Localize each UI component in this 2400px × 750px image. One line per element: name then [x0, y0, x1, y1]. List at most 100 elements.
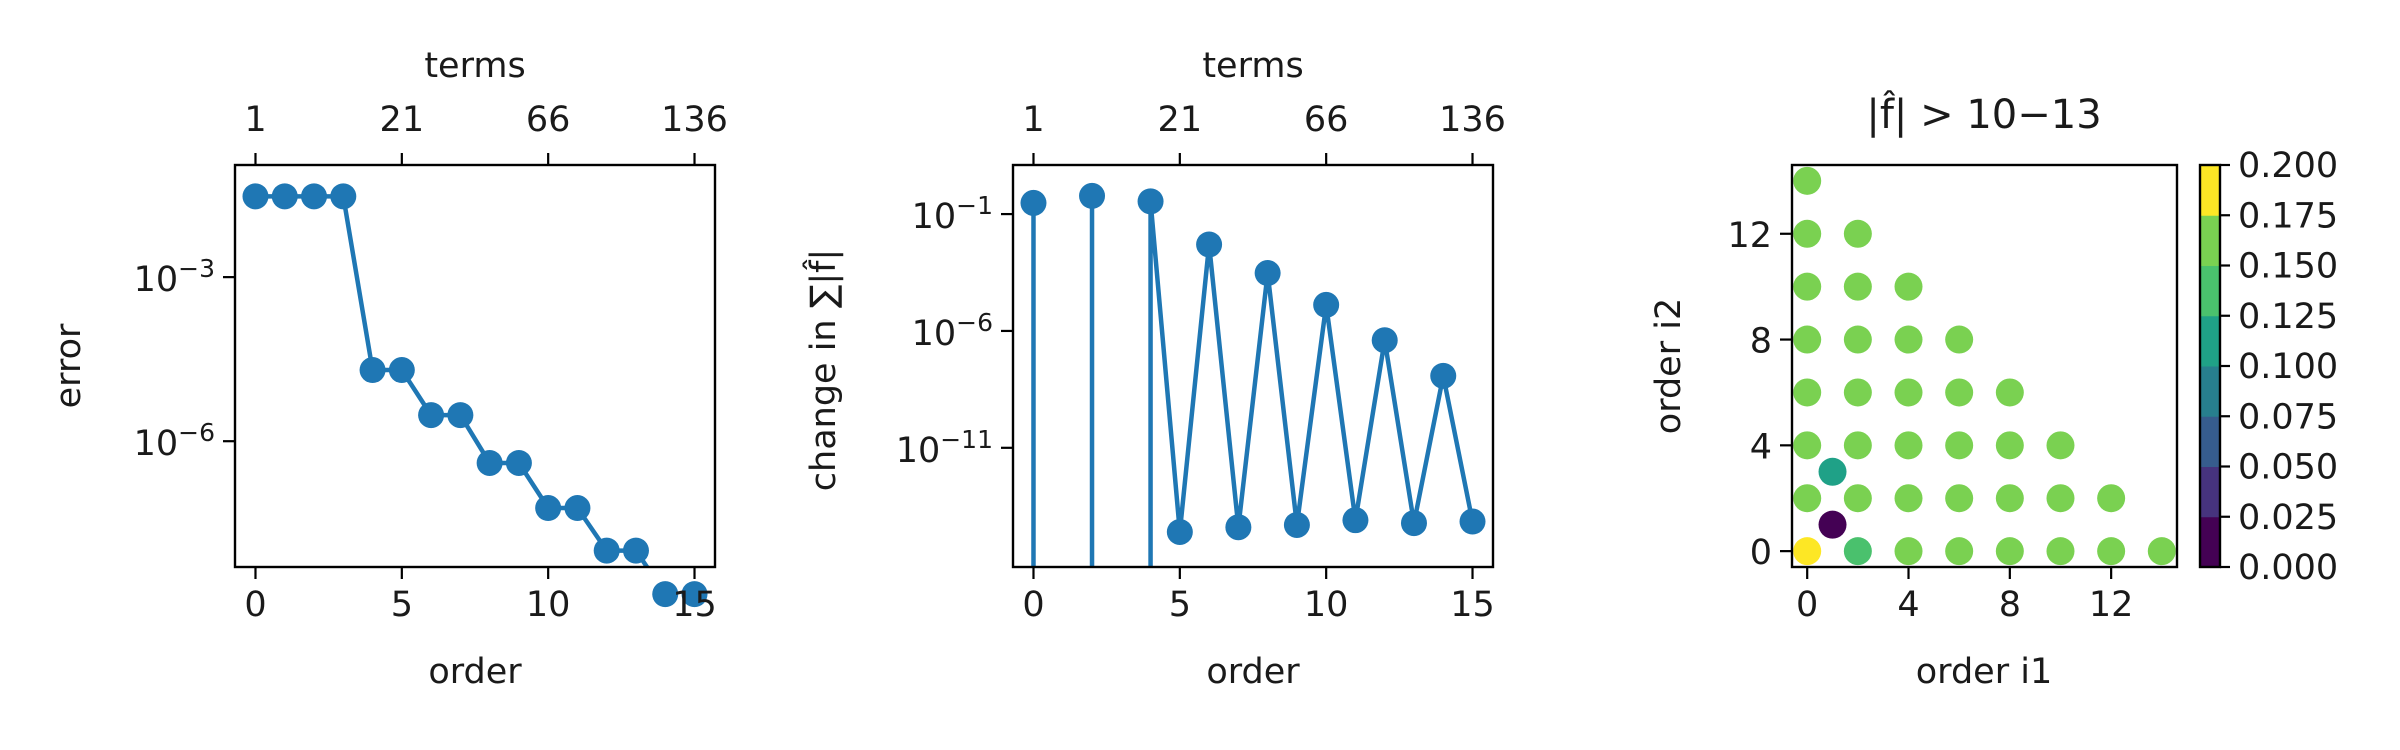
error-y-tick-label: 10−6 [134, 418, 215, 464]
coefficient-point [1945, 325, 1974, 354]
coefficient-point [1995, 431, 2024, 460]
change-point [1137, 188, 1164, 215]
coefficient-point [1894, 272, 1923, 301]
error-point [271, 183, 298, 210]
colorbar-band [2200, 315, 2220, 367]
coefficient-point [1843, 219, 1872, 248]
error-point [681, 581, 708, 608]
coefficient-y-tick-label: 8 [1750, 322, 1772, 362]
error-point [505, 449, 532, 476]
coefficient-point [1894, 325, 1923, 354]
coefficient-title: |f̂| > 10−13 [1866, 90, 2101, 138]
error-series-line [255, 194, 650, 567]
coefficient-point [1843, 325, 1872, 354]
colorbar-tick-label: 0.150 [2238, 247, 2338, 287]
error-point [242, 183, 269, 210]
change-x-tick-label: 15 [1450, 585, 1495, 625]
coefficient-xlabel: order i1 [1916, 652, 2052, 692]
change-y-tick-label: 10−6 [912, 308, 993, 354]
error-top-tick-label: 21 [380, 100, 425, 140]
coefficient-x-tick-label: 12 [2089, 585, 2134, 625]
change-point [1371, 327, 1398, 354]
change-point [1283, 511, 1310, 538]
coefficient-point [1995, 537, 2024, 566]
error-x-tick-label: 15 [672, 585, 717, 625]
error-point [622, 537, 649, 564]
change-point [1079, 182, 1106, 209]
coefficient-point [1894, 378, 1923, 407]
colorbar-tick-label: 0.075 [2238, 397, 2338, 437]
change-point [1166, 518, 1193, 545]
change-top-tick-label: 136 [1439, 100, 1506, 140]
error-ylabel: error [49, 323, 89, 408]
error-point [418, 402, 445, 429]
error-top-tick-label: 66 [526, 100, 571, 140]
change-top-xlabel: terms [1202, 46, 1303, 86]
change-x-tick-label: 5 [1169, 585, 1191, 625]
coefficient-ylabel: order i2 [1649, 298, 1689, 434]
change-top-tick-label: 1 [1022, 100, 1044, 140]
error-top-tick-label: 1 [244, 100, 266, 140]
change-ylabel: change in ∑|f̂| [802, 249, 844, 491]
colorbar: 0.000 0.025 0.050 0.075 0.100 0.125 0.150 0.175… [2198, 146, 2338, 588]
error-point [447, 402, 474, 429]
coefficient-point [1995, 484, 2024, 513]
error-top-xlabel: terms [424, 46, 525, 86]
colorbar-tick-label: 0.025 [2238, 498, 2338, 538]
change-point [1459, 508, 1486, 535]
error-plot-area [242, 183, 708, 608]
error-point [593, 537, 620, 564]
coefficient-point [1793, 166, 1822, 195]
error-top-tick-label: 136 [661, 100, 728, 140]
change-point [1225, 514, 1252, 541]
change-plot-area [1020, 182, 1486, 567]
change-point [1254, 260, 1281, 287]
coefficient-point [1995, 378, 2024, 407]
change-y-tick-label: 10−11 [896, 425, 993, 471]
colorbar-tick-label: 0.100 [2238, 347, 2338, 387]
coefficient-point [1793, 537, 1822, 566]
coefficient-point [1793, 325, 1822, 354]
error-axes-frame [233, 163, 717, 569]
colorbar-band [2200, 416, 2220, 467]
coefficient-x-tick-label: 4 [1897, 585, 1919, 625]
change-point [1400, 510, 1427, 537]
coefficient-point [1843, 484, 1872, 513]
coefficient-point [1894, 537, 1923, 566]
coefficient-point [2046, 431, 2075, 460]
change-ticks: 0 5 10 15 1 21 66 136 10−1 10−6 10−11 [896, 100, 1506, 625]
error-point [388, 357, 415, 384]
error-point [359, 357, 386, 384]
coefficient-point [1843, 272, 1872, 301]
change-xlabel: order [1206, 652, 1300, 692]
coefficient-point [1945, 431, 1974, 460]
coefficient-point [1945, 378, 1974, 407]
change-x-tick-label: 10 [1304, 585, 1349, 625]
coefficient-point [1793, 272, 1822, 301]
colorbar-tick-label: 0.200 [2238, 146, 2338, 186]
error-y-tick-label: 10−3 [134, 254, 215, 300]
change-x-tick-label: 0 [1022, 585, 1044, 625]
coefficient-point [1894, 484, 1923, 513]
coefficient-point [1945, 537, 1974, 566]
coefficient-plot-area [1793, 166, 2176, 566]
coefficient-point [1818, 510, 1847, 539]
error-x-tick-label: 5 [391, 585, 413, 625]
coefficient-point [1793, 431, 1822, 460]
error-point [476, 449, 503, 476]
colorbar-tick-label: 0.000 [2238, 548, 2338, 588]
change-point [1313, 291, 1340, 318]
coefficient-y-tick-label: 4 [1750, 427, 1772, 467]
error-point [330, 183, 357, 210]
coefficient-point [1843, 537, 1872, 566]
change-top-tick-label: 21 [1158, 100, 1203, 140]
colorbar-band [2200, 165, 2220, 216]
colorbar-band [2200, 466, 2220, 518]
coefficient-point [1818, 457, 1847, 486]
error-xlabel: order [428, 652, 522, 692]
coefficient-point [1894, 431, 1923, 460]
coefficient-x-tick-label: 8 [1999, 585, 2021, 625]
error-x-tick-label: 0 [244, 585, 266, 625]
error-point [564, 495, 591, 522]
